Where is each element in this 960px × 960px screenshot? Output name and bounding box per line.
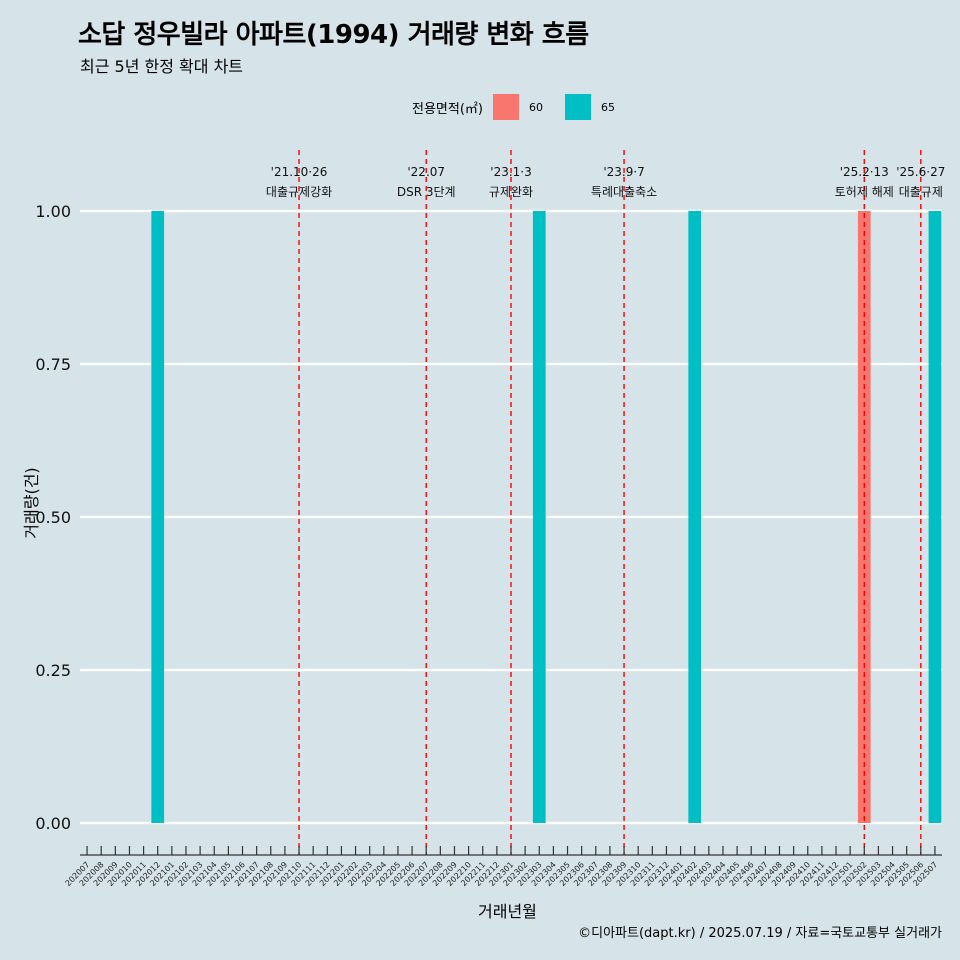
y-tick-label: 0.00 — [35, 814, 71, 833]
legend: 전용면적(㎡) 60 65 — [412, 93, 637, 121]
bar-65-202402 — [688, 211, 702, 823]
legend-title: 전용면적(㎡) — [412, 101, 483, 117]
event-date: '25.6·27 — [896, 165, 945, 179]
bar-65-202012 — [151, 211, 165, 823]
event-label: 규제완화 — [489, 185, 533, 199]
event-date: '22.07 — [407, 165, 445, 179]
event-label: 특례대출축소 — [591, 185, 657, 199]
source-caption: ©디아파트(dapt.kr) / 2025.07.19 / 자료=국토교통부 실… — [578, 926, 942, 941]
bar-65-202303 — [532, 211, 546, 823]
legend-swatch-60 — [492, 94, 519, 120]
event-date: '23.1·3 — [490, 165, 531, 179]
event-label: DSR 3단계 — [397, 185, 456, 199]
legend-label-60: 60 — [528, 100, 543, 114]
chart-title: 소답 정우빌라 아파트(1994) 거래량 변화 흐름 — [78, 20, 589, 50]
y-axis-title: 거래량(건) — [22, 467, 41, 539]
x-axis-title: 거래년월 — [478, 902, 537, 921]
legend-swatch-65 — [564, 94, 591, 120]
y-tick-label: 0.25 — [35, 661, 71, 680]
legend-label-65: 65 — [600, 100, 615, 114]
y-tick-label: 0.50 — [35, 508, 71, 527]
event-date: '21.10·26 — [271, 165, 328, 179]
y-tick-label: 1.00 — [35, 202, 71, 221]
event-date: '23.9·7 — [603, 165, 644, 179]
y-tick-label: 0.75 — [35, 355, 71, 374]
chart-subtitle: 최근 5년 한정 확대 차트 — [80, 57, 244, 76]
event-date: '25.2·13 — [840, 165, 889, 179]
event-label: 대출규제강화 — [266, 185, 332, 199]
event-label: 토허제 해제 — [835, 185, 894, 199]
event-label: 대출규제 — [899, 185, 943, 199]
bar-60-202502 — [857, 211, 871, 823]
bar-65-202507 — [928, 211, 942, 823]
